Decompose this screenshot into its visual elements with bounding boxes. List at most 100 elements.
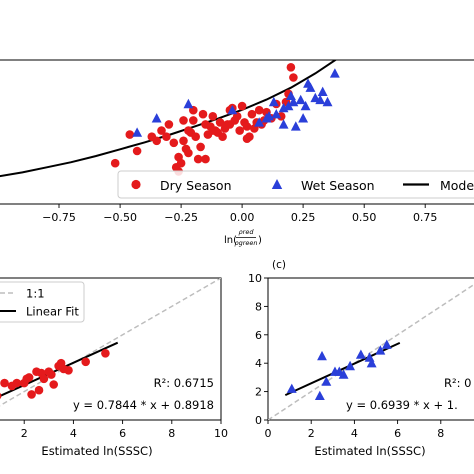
top-legend-box bbox=[117, 170, 474, 199]
top-dry-season-point bbox=[189, 116, 198, 125]
top-wet-season-point bbox=[298, 113, 309, 123]
top-plot-frame bbox=[0, 59, 474, 205]
top-dry-season-point bbox=[132, 146, 142, 156]
top-dry-season-point bbox=[276, 112, 286, 121]
top-x-tick-label: 0.50 bbox=[352, 211, 377, 224]
top-wet-season-point bbox=[183, 98, 194, 109]
legend-mode-label: Mode bbox=[440, 178, 474, 193]
top-wet-season-point bbox=[288, 96, 299, 107]
legend-one-to-one-label: 1:1 bbox=[26, 287, 45, 301]
top-dry-season-point bbox=[125, 130, 135, 139]
top-wet-season-point bbox=[227, 105, 238, 115]
top-dry-season-point bbox=[184, 126, 193, 135]
bottom-left-x-tick-label: 10 bbox=[214, 427, 228, 440]
top-dry-season-point bbox=[164, 120, 174, 129]
top-x-tick-label: −0.75 bbox=[42, 211, 76, 224]
bottom-left-dry-season-point bbox=[0, 392, 2, 400]
top-dry-season-point bbox=[176, 158, 186, 168]
top-wet-season-point bbox=[300, 100, 311, 111]
bottom-right-wet-season-point bbox=[375, 345, 386, 355]
bottom-left-dry-season-point bbox=[81, 357, 90, 367]
top-legend: Dry Season Wet Season Mode bbox=[117, 170, 474, 199]
bottom-right-x-tick-label: 4 bbox=[351, 427, 358, 440]
bottom-right-r2: R²: 0 bbox=[444, 376, 471, 390]
bottom-left-r2: R²: 0.6715 bbox=[154, 376, 214, 390]
top-wet-season-point bbox=[278, 119, 289, 129]
panel-label-c: (c) bbox=[272, 259, 286, 271]
legend-wet-season-marker bbox=[271, 179, 283, 189]
top-dry-season-point bbox=[254, 105, 264, 115]
top-wet-season-point bbox=[264, 111, 274, 121]
bottom-right-y-tick-label: 10 bbox=[248, 272, 262, 285]
top-dry-season-point bbox=[184, 148, 193, 158]
top-x-tick-label: 0.25 bbox=[291, 211, 316, 224]
bottom-right-y-tick-label: 8 bbox=[255, 300, 262, 313]
top-dry-season-point bbox=[157, 126, 166, 135]
bottom-right-x-tick-label: 2 bbox=[308, 427, 315, 440]
bottom-right-wet-season-point bbox=[364, 352, 375, 362]
top-dry-season-point bbox=[179, 116, 188, 125]
top-dry-season-point bbox=[162, 132, 171, 141]
legend-wet-season-label: Wet Season bbox=[301, 178, 375, 193]
top-dry-season-point bbox=[152, 136, 161, 146]
top-wet-season-point bbox=[268, 96, 279, 107]
bottom-left-dry-season-point bbox=[47, 370, 56, 379]
bottom-right-equation: y = 0.6939 * x + 1. bbox=[346, 398, 458, 412]
bottom-right-y-tick-label: 4 bbox=[255, 357, 262, 370]
top-wet-season-point bbox=[271, 109, 282, 119]
top-xlabel-denominator: ρgreen bbox=[234, 239, 257, 247]
top-dry-season-point bbox=[198, 109, 208, 119]
top-wet-season-point bbox=[329, 68, 340, 78]
bottom-left-dry-season-point bbox=[12, 378, 22, 388]
top-dry-season-point bbox=[286, 63, 296, 72]
bottom-left-x-tick-label: 6 bbox=[119, 427, 126, 440]
top-mode-line bbox=[0, 60, 338, 178]
top-dry-season-point bbox=[110, 158, 120, 168]
top-dry-season-point bbox=[237, 101, 247, 111]
top-xlabel-close: ) bbox=[258, 235, 262, 246]
bottom-right-wet-season-point bbox=[355, 349, 366, 359]
top-xlabel-numerator: ρred bbox=[239, 228, 255, 236]
bottom-left-x-tick-label: 4 bbox=[70, 427, 77, 440]
bottom-right-plot-frame bbox=[267, 277, 474, 421]
top-dry-season-point bbox=[242, 122, 252, 131]
bottom-left-legend-box bbox=[0, 281, 85, 323]
bottom-right-wet-season-point bbox=[366, 358, 377, 368]
top-dry-season-point bbox=[247, 109, 257, 119]
bottom-left-dry-season-point bbox=[49, 380, 58, 389]
bottom-right-y-tick-label: 6 bbox=[255, 329, 262, 342]
bottom-left-dry-season-point bbox=[101, 349, 110, 358]
bottom-right-wet-season-point bbox=[286, 383, 297, 393]
bottom-right-wet-season-point bbox=[338, 369, 349, 379]
top-x-tick-label: −0.25 bbox=[164, 211, 198, 224]
top-dry-season-point bbox=[242, 134, 252, 143]
bottom-right-wet-season-point bbox=[381, 339, 392, 349]
top-wet-season-point bbox=[132, 127, 143, 137]
bottom-left-legend: 1:1 Linear Fit bbox=[0, 281, 85, 323]
bottom-left-x-tick-label: 8 bbox=[168, 427, 175, 440]
bottom-right-panel: (c) 0 2 4 6 8 0 2 4 6 8 10 R²: 0 y = 0.6939 * x + … bbox=[248, 259, 474, 458]
top-wet-season-point bbox=[290, 121, 301, 131]
top-dry-season-point bbox=[179, 136, 188, 146]
bottom-left-equation: y = 0.7844 * x + 0.8918 bbox=[73, 398, 214, 412]
bottom-left-dry-season-point bbox=[64, 366, 73, 375]
bottom-right-y-tick-label: 2 bbox=[255, 386, 262, 399]
top-x-tick-label: 0.75 bbox=[413, 211, 438, 224]
bottom-left-plot-frame bbox=[0, 277, 222, 421]
legend-dry-season-label: Dry Season bbox=[160, 178, 232, 193]
bottom-left-x-tick-label: 2 bbox=[21, 427, 28, 440]
top-wet-season-point bbox=[322, 96, 333, 107]
top-x-tick-label: 0.00 bbox=[230, 211, 255, 224]
bottom-left-dry-season-point bbox=[24, 373, 34, 382]
bottom-right-wet-season-point bbox=[345, 360, 355, 371]
bottom-right-wet-season-point bbox=[314, 390, 325, 400]
top-dry-season-point bbox=[289, 73, 298, 82]
legend-linear-fit-label: Linear Fit bbox=[26, 305, 79, 319]
top-dry-season-point bbox=[169, 138, 179, 148]
top-x-axis-label: ln( ρred ρgreen ) bbox=[224, 228, 262, 247]
top-dry-season-point bbox=[208, 112, 218, 121]
top-xlabel-ln: ln( bbox=[224, 235, 237, 246]
bottom-left-x-axis-label: Estimated ln(SSSC) bbox=[41, 444, 152, 458]
top-panel: −0.75 −0.50 −0.25 0.00 0.25 0.50 0.75 Dry Seas… bbox=[0, 59, 474, 247]
